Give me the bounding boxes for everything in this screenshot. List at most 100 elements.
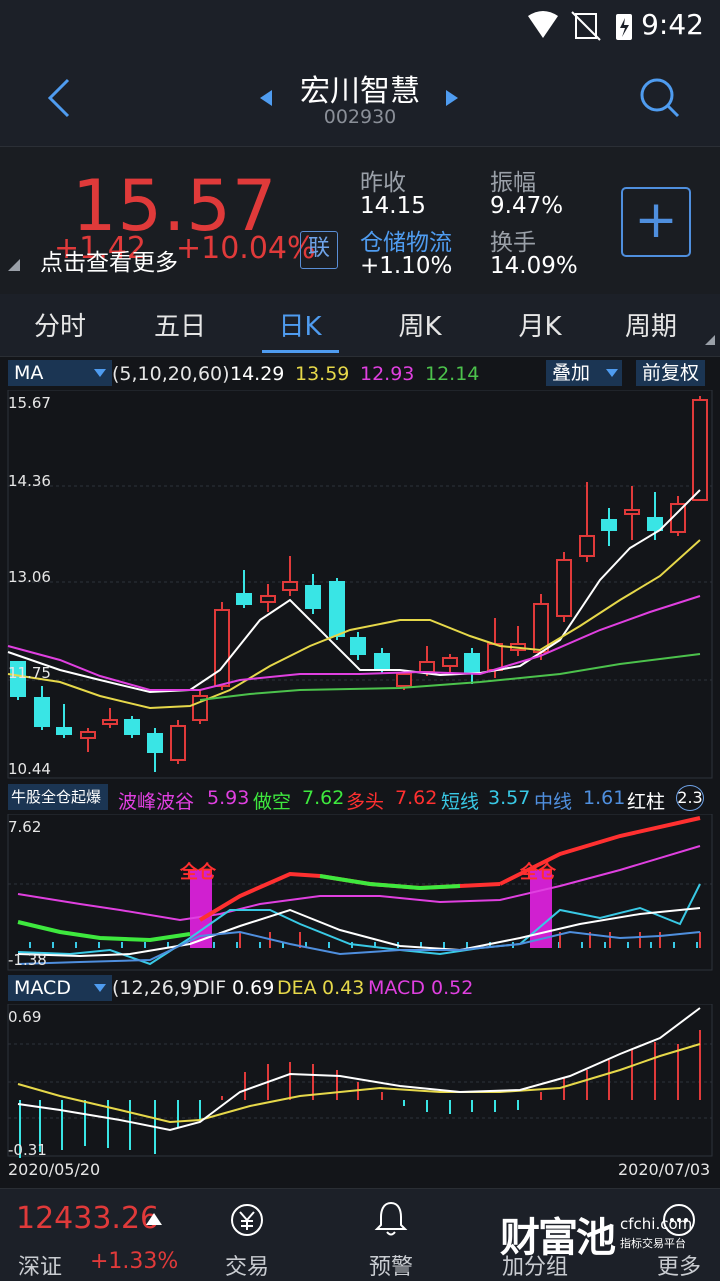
- macd-axis-bottom: -0.31: [8, 1141, 47, 1159]
- macd-chart[interactable]: [0, 1004, 720, 1158]
- ma60-value: 12.14: [425, 363, 480, 385]
- stock-name: 宏川智慧: [300, 74, 420, 109]
- macd-dropdown-label: MACD: [14, 977, 71, 999]
- kline-axis-label: 11.75: [8, 664, 51, 682]
- bottom-bar: 12433.26 深证 +1.33% 交易 预警 加分组 更多 财富池 cfch…: [0, 1188, 720, 1281]
- kline-axis-label: 10.44: [8, 760, 51, 778]
- midline-label: 中线: [534, 791, 573, 813]
- quote-panel[interactable]: 15.57 +1.42 +10.04% 点击查看更多 联 昨收 14.15 仓储…: [0, 146, 720, 295]
- overlay-label: 叠加: [552, 362, 591, 384]
- kline-axis-label: 13.06: [8, 568, 51, 586]
- kline-axis-label: 14.36: [8, 472, 51, 490]
- tab-intraday[interactable]: 分时: [33, 312, 86, 342]
- dea-line: [17, 1043, 701, 1124]
- midline-value: 1.61: [583, 787, 626, 809]
- macd-value: 0.52: [431, 977, 474, 999]
- ma-dropdown[interactable]: MA: [8, 360, 112, 386]
- nav-trade[interactable]: 交易: [224, 1255, 269, 1280]
- redbar-label: 红柱: [627, 791, 666, 813]
- search-icon[interactable]: [638, 76, 682, 120]
- end-date: 2020/07/03: [618, 1160, 711, 1179]
- amplitude-value: 9.47%: [490, 193, 564, 219]
- nav-more[interactable]: 更多: [656, 1255, 701, 1280]
- candle-body: [102, 719, 118, 725]
- bull-line: [499, 816, 701, 886]
- price-change: +1.42: [54, 231, 146, 266]
- adjust-button[interactable]: 前复权: [636, 360, 706, 386]
- ma20-value: 12.93: [360, 363, 415, 385]
- redbar-value[interactable]: 2.3: [676, 785, 704, 811]
- ma5-line: [7, 489, 701, 694]
- status-bar: 9:42: [0, 0, 720, 50]
- macd-dropdown[interactable]: MACD: [8, 975, 112, 1001]
- index-value[interactable]: 12433.26: [16, 1201, 160, 1236]
- candle-body: [556, 559, 572, 617]
- tab-monthly-k[interactable]: 月K: [518, 312, 562, 342]
- kline-chart[interactable]: [0, 390, 720, 780]
- candle-body: [647, 517, 663, 531]
- candle-body: [236, 593, 252, 605]
- turnover-label: 换手: [490, 230, 536, 256]
- candle-body: [374, 653, 390, 669]
- wave-line: [17, 845, 701, 922]
- dea-value: 0.43: [322, 977, 365, 999]
- candle-body: [282, 581, 298, 591]
- bell-icon[interactable]: [372, 1199, 410, 1239]
- full-position-label: 全仓: [180, 862, 216, 883]
- nav-alert[interactable]: 预警: [368, 1255, 413, 1280]
- shortline-value: 3.57: [488, 787, 531, 809]
- candle-body: [464, 653, 480, 673]
- tab-weekly-k[interactable]: 周K: [398, 312, 442, 342]
- next-stock-icon[interactable]: [444, 88, 460, 108]
- indicator-axis-bottom: -1.38: [8, 951, 47, 969]
- index-name: 深证: [18, 1255, 63, 1280]
- candle-body: [487, 643, 503, 671]
- chart-frame: [7, 814, 713, 971]
- sector-link[interactable]: 仓储物流: [360, 230, 452, 256]
- candle-body: [533, 603, 549, 653]
- back-icon[interactable]: [44, 76, 74, 120]
- prev-stock-icon[interactable]: [258, 88, 274, 108]
- trade-icon[interactable]: [228, 1201, 266, 1239]
- chevron-down-icon: [94, 369, 106, 377]
- start-date: 2020/05/20: [8, 1160, 101, 1179]
- link-badge[interactable]: 联: [300, 231, 338, 269]
- candle-body: [214, 609, 230, 687]
- watermark-sub: 指标交易平台: [620, 1237, 686, 1250]
- indicator-dropdown[interactable]: 牛股全仓起爆: [8, 784, 108, 810]
- candle-body: [396, 673, 412, 687]
- long-label: 多头: [346, 791, 385, 813]
- candle-body: [350, 637, 366, 655]
- more-icon[interactable]: [660, 1201, 698, 1239]
- macd-params: (12,26,9): [112, 977, 200, 999]
- tab-period[interactable]: 周期: [624, 312, 677, 342]
- candle-body: [34, 697, 50, 727]
- dea-label: DEA: [277, 977, 317, 999]
- dif-value: 0.69: [232, 977, 275, 999]
- price-change-pct: +10.04%: [176, 231, 316, 266]
- nav-add-group[interactable]: 加分组: [501, 1255, 568, 1280]
- chevron-down-icon: [606, 369, 618, 377]
- macd-axis-top: 0.69: [8, 1008, 42, 1026]
- watermark-logo: 财富池: [500, 1215, 616, 1261]
- chart-frame: [7, 1004, 713, 1157]
- shortline: [17, 883, 701, 966]
- sector-pct: +1.10%: [360, 253, 453, 279]
- short-label: 做空: [253, 791, 292, 813]
- overlay-dropdown[interactable]: 叠加: [546, 360, 622, 386]
- see-more-hint[interactable]: 点击查看更多: [40, 250, 178, 276]
- candle-body: [419, 661, 435, 673]
- candle-body: [579, 535, 595, 557]
- candle-body: [624, 509, 640, 515]
- add-watchlist-button[interactable]: +: [621, 187, 691, 257]
- midline: [17, 907, 701, 958]
- bear-line: [319, 874, 461, 891]
- amplitude-label: 振幅: [490, 170, 536, 196]
- indicator-chart[interactable]: [0, 814, 720, 972]
- short-value: 7.62: [302, 787, 345, 809]
- wave-label: 波峰波谷: [118, 791, 195, 813]
- long-value: 7.62: [395, 787, 438, 809]
- tab-five-day[interactable]: 五日: [153, 312, 206, 342]
- tab-daily-k[interactable]: 日K: [278, 312, 322, 342]
- candle-body: [80, 731, 96, 739]
